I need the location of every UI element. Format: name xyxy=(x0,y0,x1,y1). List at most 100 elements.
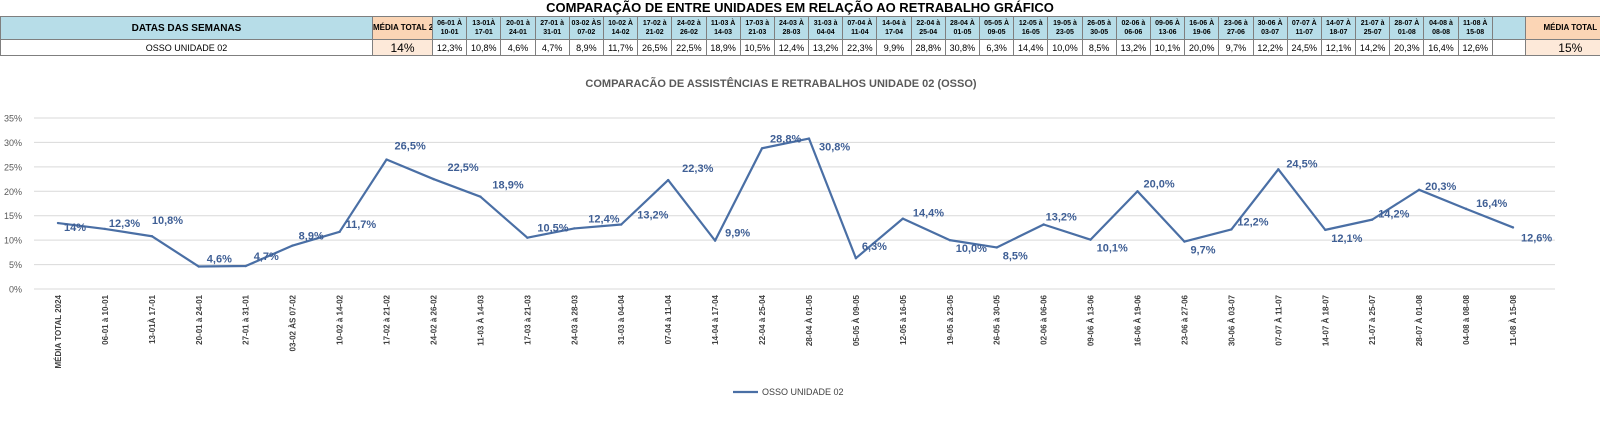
x-tick-label: 12-05 à 16-05 xyxy=(899,294,908,344)
data-point xyxy=(995,246,998,249)
data-label: 14,2% xyxy=(1378,209,1409,221)
row-week-value: 8,9% xyxy=(568,39,604,56)
header-datas-semanas: DATAS DAS SEMANAS xyxy=(0,16,373,40)
header-week: 20-01 à 24-01 xyxy=(500,16,536,40)
row-week-value: 12,4% xyxy=(773,39,810,56)
row-week-value: 20,3% xyxy=(1389,39,1425,56)
y-tick-label: 35% xyxy=(4,114,22,124)
x-tick-label: 23-06 à 27-06 xyxy=(1180,294,1189,344)
data-point xyxy=(1324,228,1327,232)
header-week: 27-01 à 31-01 xyxy=(534,16,570,40)
data-point xyxy=(432,177,435,181)
x-tick-label: 04-08 à 08-08 xyxy=(1462,294,1471,344)
header-week: 11-03 À 14-03 xyxy=(705,16,741,40)
y-tick-label: 15% xyxy=(4,211,22,221)
data-point xyxy=(1370,218,1374,221)
data-label: 8,9% xyxy=(299,231,324,243)
data-point xyxy=(385,158,388,161)
row-week-value: 10,5% xyxy=(739,39,775,56)
header-week: 30-06 À 03-07 xyxy=(1252,16,1288,40)
header-week: 06-01 À 10-01 xyxy=(431,16,468,40)
x-tick-label: 30-06 À 03-07 xyxy=(1227,294,1236,346)
x-tick-label: 07-04 à 11-04 xyxy=(664,294,673,344)
x-tick-label: 24-03 à 28-03 xyxy=(570,294,579,344)
x-tick-label: 31-03 à 04-04 xyxy=(617,294,626,344)
data-label: 22,3% xyxy=(682,163,713,175)
x-tick-label: 20-01 à 24-01 xyxy=(195,294,204,344)
header-week: 28-07 À 01-08 xyxy=(1389,16,1425,40)
row-week-value: 16,4% xyxy=(1423,39,1459,56)
row-week-value: 4,7% xyxy=(534,39,570,56)
header-week: 31-03 à 04-04 xyxy=(808,16,844,40)
row-week-value: 14,4% xyxy=(1013,39,1049,56)
data-label: 13,2% xyxy=(637,210,668,222)
header-media-total-2024: MÉDIA TOTAL 2024 xyxy=(372,16,433,40)
x-tick-label: 11-08 À 15-08 xyxy=(1509,294,1518,345)
row-week-value: 10,8% xyxy=(466,39,502,56)
x-tick-label: 02-06 à 06-06 xyxy=(1040,294,1049,344)
row-week-value: 9,7% xyxy=(1218,39,1254,56)
row-label: OSSO UNIDADE 02 xyxy=(0,39,373,56)
y-tick-label: 20% xyxy=(4,187,22,197)
data-point xyxy=(620,223,623,226)
row-week-value: 4,6% xyxy=(500,39,536,56)
data-point xyxy=(1089,238,1092,241)
row-week-value: 28,8% xyxy=(910,39,946,56)
x-tick-label: 14-04 à 17-04 xyxy=(711,294,720,344)
data-label: 16,4% xyxy=(1476,198,1507,210)
data-label: 9,7% xyxy=(1190,245,1215,257)
data-label: 20,0% xyxy=(1144,178,1175,190)
row-empty xyxy=(1491,39,1526,56)
data-label: 28,8% xyxy=(770,133,801,145)
data-point xyxy=(1136,190,1139,193)
header-week: 04-08 à 08-08 xyxy=(1423,16,1459,40)
row-week-value: 8,5% xyxy=(1081,39,1117,56)
data-point xyxy=(1042,223,1045,226)
row-week-value: 12,6% xyxy=(1457,39,1493,56)
data-label: 12,2% xyxy=(1237,216,1268,228)
row-week-value: 12,3% xyxy=(431,39,468,56)
header-week: 10-02 À 14-02 xyxy=(602,16,639,40)
data-point xyxy=(479,195,482,198)
y-tick-label: 5% xyxy=(9,260,22,270)
data-point xyxy=(807,137,811,140)
data-label: 4,6% xyxy=(207,254,232,266)
data-point xyxy=(854,257,858,260)
data-label: 12,3% xyxy=(109,218,140,230)
header-week: 02-06 à 06-06 xyxy=(1115,16,1151,40)
x-tick-label: MÉDIA TOTAL 2024 xyxy=(54,294,63,368)
data-point xyxy=(901,217,905,220)
x-tick-label: 28-07 À 01-08 xyxy=(1415,294,1424,346)
data-label: 13,2% xyxy=(1046,212,1077,224)
x-tick-label: 19-05 à 23-05 xyxy=(946,294,955,344)
data-label: 26,5% xyxy=(395,141,426,153)
row-week-value: 6,3% xyxy=(978,39,1015,56)
chart-title: COMPARACÃO DE ASSISTÊNCIAS E RETRABALHOS… xyxy=(585,77,976,90)
y-tick-label: 0% xyxy=(9,285,22,295)
x-tick-label: 16-06 À 19-06 xyxy=(1134,294,1143,346)
x-tick-label: 17-02 à 21-02 xyxy=(383,294,392,344)
data-point xyxy=(1464,207,1468,211)
header-week: 09-06 À 13-06 xyxy=(1149,16,1186,40)
x-tick-label: 09-06 À 13-06 xyxy=(1087,294,1096,346)
data-label: 12,1% xyxy=(1331,233,1362,245)
row-week-value: 24,5% xyxy=(1286,39,1322,56)
data-point xyxy=(1230,228,1233,231)
data-point xyxy=(197,265,201,268)
header-empty xyxy=(1491,16,1526,40)
data-label: 30,8% xyxy=(819,142,850,154)
x-tick-label: 13-01À 17-01 xyxy=(148,294,157,343)
row-week-value: 12,2% xyxy=(1252,39,1288,56)
header-week: 13-01À 17-01 xyxy=(466,16,502,40)
line-chart: COMPARACÃO DE ASSISTÊNCIAS E RETRABALHOS… xyxy=(4,77,1555,397)
header-week: 17-03 à 21-03 xyxy=(739,16,775,40)
series-line xyxy=(57,137,1514,268)
row-week-value: 22,3% xyxy=(842,39,878,56)
data-point xyxy=(760,147,764,150)
x-tick-label: 22-04 à 25-04 xyxy=(758,294,767,344)
data-point xyxy=(573,227,576,230)
data-point xyxy=(103,227,107,231)
header-week: 05-05 À 09-05 xyxy=(978,16,1015,40)
